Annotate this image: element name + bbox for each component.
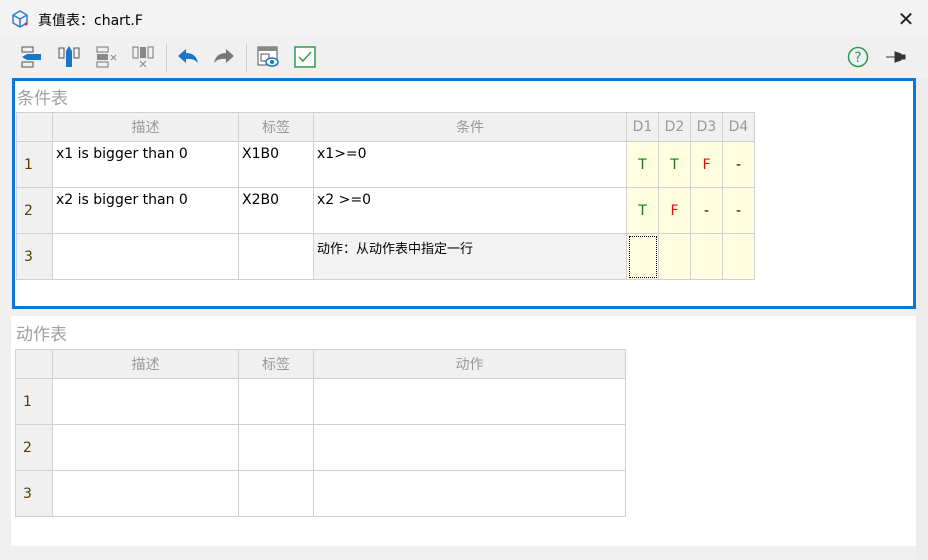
corner-header: [15, 349, 53, 379]
description-cell[interactable]: [52, 233, 239, 280]
header-condition[interactable]: 条件: [313, 112, 627, 142]
condition-table: 描述 标签 条件 D1 D2 D3 D4 1 x1 is bigger than…: [16, 112, 755, 280]
decision-cell[interactable]: F: [658, 187, 691, 234]
preview-button[interactable]: [255, 44, 281, 70]
help-button[interactable]: ?: [845, 44, 871, 70]
action-row-cell[interactable]: 动作：从动作表中指定一行: [313, 233, 627, 280]
corner-header: [16, 112, 53, 142]
condition-table-title: 条件表: [17, 89, 68, 109]
decision-cell[interactable]: T: [658, 141, 691, 188]
insert-column-icon: [58, 46, 80, 67]
decision-cell-focused[interactable]: [626, 233, 659, 280]
decision-cell[interactable]: T: [626, 187, 659, 234]
label-cell[interactable]: [238, 470, 314, 517]
pin-button[interactable]: [882, 44, 908, 70]
row-number[interactable]: 3: [16, 233, 53, 280]
row-number[interactable]: 1: [16, 141, 53, 188]
action-table: 描述 标签 动作 1 2 3: [15, 349, 626, 517]
row-number[interactable]: 2: [16, 187, 53, 234]
header-description[interactable]: 描述: [52, 349, 239, 379]
table-row: 1 x1 is bigger than 0 X1B0 x1>=0 T T F -: [16, 141, 755, 188]
label-cell[interactable]: X2B0: [238, 187, 314, 234]
table-row: 1: [15, 378, 626, 425]
window-title: 真值表：chart.F: [38, 13, 143, 29]
decision-cell[interactable]: T: [626, 141, 659, 188]
row-number[interactable]: 3: [15, 470, 53, 517]
undo-button[interactable]: [175, 44, 201, 70]
row-number[interactable]: 2: [15, 424, 53, 471]
insert-row-icon: [21, 46, 41, 68]
table-row: 3: [15, 470, 626, 517]
table-row: 2: [15, 424, 626, 471]
header-label[interactable]: 标签: [238, 112, 314, 142]
table-row: 3 动作：从动作表中指定一行: [16, 233, 755, 280]
header-description[interactable]: 描述: [52, 112, 239, 142]
header-d1[interactable]: D1: [626, 112, 659, 142]
delete-column-button[interactable]: [130, 44, 156, 70]
undo-icon: [178, 49, 198, 63]
delete-row-icon: [96, 46, 117, 68]
action-table-title: 动作表: [16, 325, 67, 345]
insert-column-button[interactable]: [56, 44, 82, 70]
condition-cell[interactable]: x2 >=0: [313, 187, 627, 234]
header-row: 描述 标签 条件 D1 D2 D3 D4: [16, 112, 755, 142]
label-cell[interactable]: [238, 233, 314, 280]
action-cell[interactable]: [313, 470, 626, 517]
header-label[interactable]: 标签: [238, 349, 314, 379]
decision-cell[interactable]: [722, 233, 755, 280]
delete-column-icon: [132, 46, 154, 68]
label-cell[interactable]: [238, 424, 314, 471]
header-d2[interactable]: D2: [658, 112, 691, 142]
condition-cell[interactable]: x1>=0: [313, 141, 627, 188]
help-icon: ?: [847, 46, 869, 68]
label-cell[interactable]: X1B0: [238, 141, 314, 188]
pin-icon: [886, 51, 906, 63]
header-row: 描述 标签 动作: [15, 349, 626, 379]
action-cell[interactable]: [313, 424, 626, 471]
row-number[interactable]: 1: [15, 378, 53, 425]
description-cell[interactable]: [52, 470, 239, 517]
toolbar: ?: [0, 38, 928, 78]
action-cell[interactable]: [313, 378, 626, 425]
svg-text:?: ?: [854, 50, 861, 66]
decision-cell[interactable]: [690, 233, 723, 280]
action-table-panel: 动作表 描述 标签 动作 1 2 3: [11, 316, 916, 546]
description-cell[interactable]: [52, 378, 239, 425]
decision-cell[interactable]: -: [722, 141, 755, 188]
description-cell[interactable]: x1 is bigger than 0: [52, 141, 239, 188]
decision-cell[interactable]: -: [722, 187, 755, 234]
title-bar: 真值表：chart.F ✕: [0, 0, 928, 38]
close-button[interactable]: ✕: [897, 7, 915, 31]
header-action[interactable]: 动作: [313, 349, 626, 379]
description-cell[interactable]: x2 is bigger than 0: [52, 187, 239, 234]
decision-cell[interactable]: -: [690, 187, 723, 234]
decision-cell[interactable]: [658, 233, 691, 280]
condition-table-panel: 条件表 描述 标签 条件 D1 D2 D3 D4 1 x1 is bigger …: [12, 78, 916, 309]
header-d3[interactable]: D3: [690, 112, 723, 142]
description-cell[interactable]: [52, 424, 239, 471]
header-d4[interactable]: D4: [722, 112, 755, 142]
redo-icon: [214, 49, 234, 63]
delete-row-button[interactable]: [93, 44, 119, 70]
preview-icon: [257, 46, 279, 67]
decision-cell[interactable]: F: [690, 141, 723, 188]
cube-icon: [12, 10, 28, 28]
label-cell[interactable]: [238, 378, 314, 425]
scrollbar[interactable]: [916, 78, 928, 560]
check-button[interactable]: [292, 44, 318, 70]
check-icon: [294, 46, 316, 68]
insert-row-button[interactable]: [18, 44, 44, 70]
redo-button[interactable]: [211, 44, 237, 70]
table-row: 2 x2 is bigger than 0 X2B0 x2 >=0 T F - …: [16, 187, 755, 234]
